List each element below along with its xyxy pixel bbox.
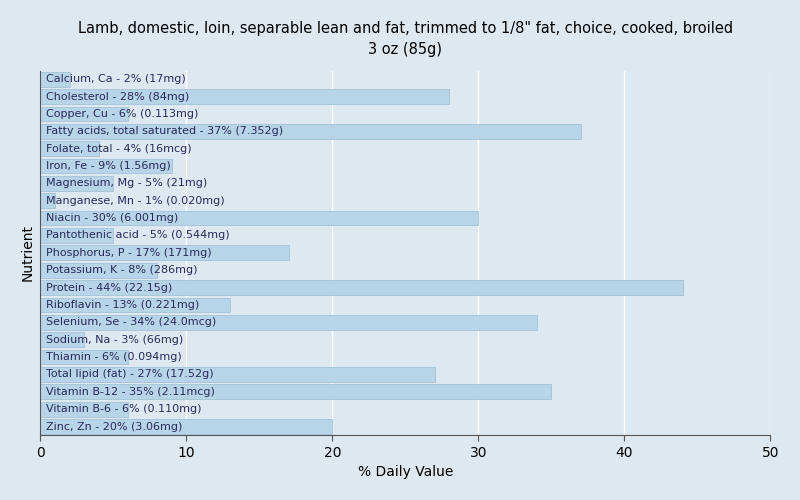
Text: Potassium, K - 8% (286mg): Potassium, K - 8% (286mg) — [46, 265, 198, 275]
Bar — [40, 176, 114, 191]
Y-axis label: Nutrient: Nutrient — [21, 224, 35, 281]
Bar — [40, 298, 230, 312]
Text: Thiamin - 6% (0.094mg): Thiamin - 6% (0.094mg) — [46, 352, 182, 362]
Bar — [40, 228, 114, 243]
Bar — [40, 402, 128, 416]
Bar — [40, 72, 70, 86]
Bar — [40, 124, 581, 138]
Bar — [40, 367, 434, 382]
Bar — [40, 280, 683, 295]
Text: Magnesium, Mg - 5% (21mg): Magnesium, Mg - 5% (21mg) — [46, 178, 207, 188]
Text: Phosphorus, P - 17% (171mg): Phosphorus, P - 17% (171mg) — [46, 248, 212, 258]
Text: Folate, total - 4% (16mcg): Folate, total - 4% (16mcg) — [46, 144, 192, 154]
Text: Iron, Fe - 9% (1.56mg): Iron, Fe - 9% (1.56mg) — [46, 161, 171, 171]
Text: Vitamin B-6 - 6% (0.110mg): Vitamin B-6 - 6% (0.110mg) — [46, 404, 202, 414]
Bar — [40, 158, 172, 174]
Text: Riboflavin - 13% (0.221mg): Riboflavin - 13% (0.221mg) — [46, 300, 199, 310]
Text: Vitamin B-12 - 35% (2.11mcg): Vitamin B-12 - 35% (2.11mcg) — [46, 387, 215, 397]
X-axis label: % Daily Value: % Daily Value — [358, 465, 453, 479]
Bar — [40, 194, 55, 208]
Text: Manganese, Mn - 1% (0.020mg): Manganese, Mn - 1% (0.020mg) — [46, 196, 225, 205]
Bar — [40, 142, 98, 156]
Bar — [40, 315, 537, 330]
Text: Calcium, Ca - 2% (17mg): Calcium, Ca - 2% (17mg) — [46, 74, 186, 84]
Text: Zinc, Zn - 20% (3.06mg): Zinc, Zn - 20% (3.06mg) — [46, 422, 182, 432]
Bar — [40, 89, 450, 104]
Text: Sodium, Na - 3% (66mg): Sodium, Na - 3% (66mg) — [46, 334, 183, 344]
Text: Selenium, Se - 34% (24.0mcg): Selenium, Se - 34% (24.0mcg) — [46, 318, 217, 328]
Bar — [40, 246, 289, 260]
Bar — [40, 332, 84, 347]
Text: Niacin - 30% (6.001mg): Niacin - 30% (6.001mg) — [46, 213, 178, 223]
Bar — [40, 263, 157, 278]
Text: Pantothenic acid - 5% (0.544mg): Pantothenic acid - 5% (0.544mg) — [46, 230, 230, 240]
Text: Protein - 44% (22.15g): Protein - 44% (22.15g) — [46, 282, 173, 292]
Title: Lamb, domestic, loin, separable lean and fat, trimmed to 1/8" fat, choice, cooke: Lamb, domestic, loin, separable lean and… — [78, 21, 733, 57]
Text: Fatty acids, total saturated - 37% (7.352g): Fatty acids, total saturated - 37% (7.35… — [46, 126, 283, 136]
Bar — [40, 419, 333, 434]
Bar — [40, 210, 478, 226]
Bar — [40, 350, 128, 364]
Bar — [40, 384, 551, 399]
Text: Copper, Cu - 6% (0.113mg): Copper, Cu - 6% (0.113mg) — [46, 109, 198, 119]
Text: Cholesterol - 28% (84mg): Cholesterol - 28% (84mg) — [46, 92, 190, 102]
Text: Total lipid (fat) - 27% (17.52g): Total lipid (fat) - 27% (17.52g) — [46, 370, 214, 380]
Bar — [40, 106, 128, 122]
